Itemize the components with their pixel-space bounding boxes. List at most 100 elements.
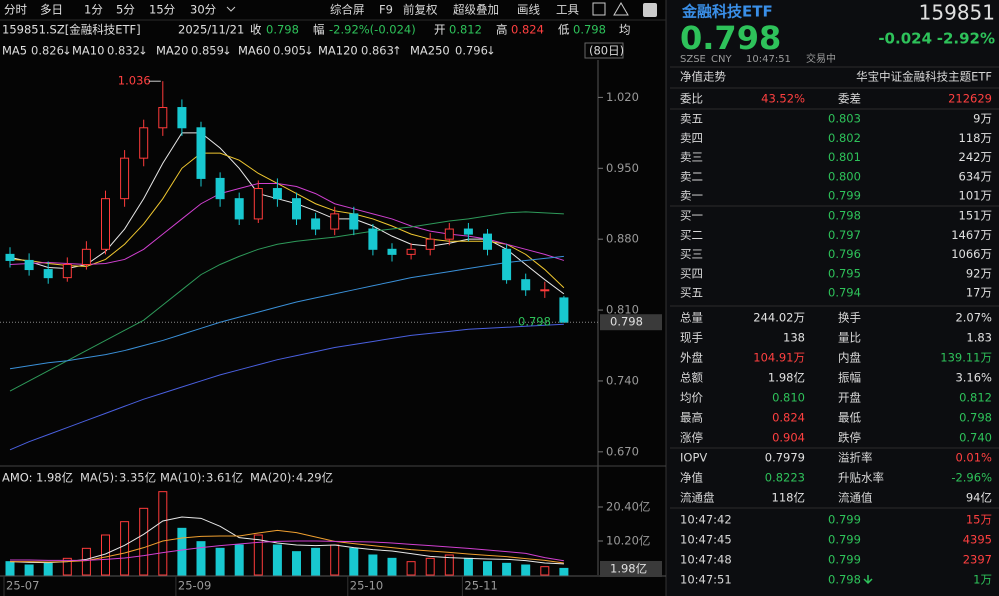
icon-button[interactable]: [592, 2, 606, 16]
field-label: 升贴水率: [838, 471, 884, 485]
ma-legend-trend: ↑: [392, 44, 402, 58]
toolbar-button[interactable]: 超级叠加: [453, 3, 499, 17]
field-price: 0.794: [828, 286, 861, 300]
candle-body: [43, 269, 53, 279]
candle-body: [158, 107, 168, 129]
ma-legend-value: 0.905: [273, 44, 306, 58]
field-volume: 1万: [973, 573, 992, 587]
volume-bar: [177, 527, 187, 576]
field-label: 卖三: [680, 150, 703, 164]
candle-body: [272, 188, 282, 200]
field-value: 0.904: [772, 431, 805, 445]
toolbar-tab[interactable]: 1分: [84, 3, 103, 17]
toolbar-tab[interactable]: 5分: [116, 3, 135, 17]
vol-ma-line: [10, 540, 564, 562]
field-label: 开盘: [838, 391, 861, 405]
toolbar-tab[interactable]: 15分: [149, 3, 176, 17]
field-label: 10:47:45: [680, 533, 732, 547]
candle-body: [406, 248, 416, 255]
candle-body: [311, 218, 321, 230]
candle-body: [483, 233, 492, 250]
toolbar-button[interactable]: 工具: [556, 3, 579, 17]
x-tick-label: 25-09: [178, 579, 211, 593]
field-price: 0.802: [828, 131, 861, 145]
toolbar-button[interactable]: 前复权: [403, 3, 438, 17]
field-label: 涨停: [680, 431, 703, 445]
candle-body: [5, 253, 15, 261]
field-value: 244.02万: [753, 311, 805, 325]
toolbar-button[interactable]: 画线: [517, 3, 540, 17]
change-pct: -2.92%: [937, 30, 995, 48]
volume-bar: [215, 547, 225, 576]
volume-bar: [368, 554, 378, 576]
vol-ma-name: MA(5):: [80, 471, 118, 485]
vol-ma-line: [9, 516, 564, 565]
tab[interactable]: 华宝中证金融科技主题ETF: [856, 70, 992, 84]
ma-legend-trend: ↓: [222, 44, 232, 58]
volume-bar: [158, 491, 168, 576]
field-label: 总量: [680, 311, 703, 325]
candle-body: [120, 157, 130, 200]
field-label: 买二: [680, 228, 703, 242]
toolbar-tab[interactable]: 30分: [190, 3, 217, 17]
candle-body: [292, 198, 301, 220]
field-volume: 15万: [966, 513, 992, 527]
field-label: 最低: [838, 411, 861, 425]
info-date: 2025/11/21: [178, 23, 244, 37]
field-volume: 634万: [959, 169, 992, 183]
toolbar-tab[interactable]: 分时: [4, 3, 27, 17]
ma-legend-value: 0.863: [361, 44, 394, 58]
field-label: 10:47:51: [680, 573, 732, 587]
last-price-axis-label: 0.798: [610, 315, 643, 329]
field-label: 量比: [838, 331, 861, 345]
field-value: 0.824: [772, 411, 805, 425]
field-label: 溢折率: [838, 451, 873, 465]
dropdown-icon[interactable]: [226, 6, 236, 12]
field-label: 卖四: [680, 131, 703, 145]
volume-bar: [387, 557, 397, 576]
field-volume: 1066万: [951, 247, 992, 261]
candle-body: [559, 297, 569, 323]
field-label: 内盘: [838, 351, 861, 365]
tab[interactable]: 净值走势: [680, 70, 726, 84]
volume-bar: [406, 561, 416, 576]
icon-button[interactable]: [613, 2, 629, 16]
info-open-label: 开: [434, 23, 446, 37]
field-price: 0.798: [828, 573, 861, 587]
field-label: 卖一: [680, 189, 703, 203]
field-label: 外盘: [680, 351, 703, 365]
volume-bar: [444, 554, 454, 576]
vol-ma-value: 3.61亿: [206, 471, 243, 485]
field-label: 最高: [680, 411, 703, 425]
field-value: 43.52%: [761, 92, 805, 106]
toolbar-button[interactable]: 综合屏: [330, 3, 365, 17]
volume-bar: [521, 564, 531, 576]
field-volume: 2397: [963, 553, 992, 567]
volume-bar: [483, 561, 492, 576]
vol-ma-name: MA(10):: [160, 471, 205, 485]
ma-legend-name: MA250: [410, 44, 450, 58]
meta: SZSE: [680, 54, 706, 65]
info-open: 0.812: [449, 23, 482, 37]
candle-body: [330, 213, 340, 230]
candle-body: [101, 198, 110, 250]
field-value: 0.8223: [765, 471, 805, 485]
ma-legend-trend: ↓: [486, 44, 496, 58]
security-code: 159851: [919, 1, 995, 25]
range-button[interactable]: [584, 42, 624, 59]
last-price-box: [600, 314, 662, 331]
field-label: 委差: [838, 92, 861, 106]
field-label: 卖二: [680, 169, 703, 183]
icon-button[interactable]: [643, 3, 657, 17]
field-label: 买四: [680, 266, 703, 280]
price: 0.798: [680, 19, 781, 57]
info-high: 0.824: [511, 23, 544, 37]
toolbar-button[interactable]: F9: [379, 3, 393, 17]
ma-legend-name: MA10: [72, 44, 104, 58]
field-volume: 92万: [966, 266, 992, 280]
toolbar-tab[interactable]: 多日: [40, 3, 63, 17]
range-label[interactable]: (80日): [589, 44, 624, 58]
candle-body: [444, 228, 454, 240]
security-name: 金融科技ETF: [681, 3, 773, 21]
